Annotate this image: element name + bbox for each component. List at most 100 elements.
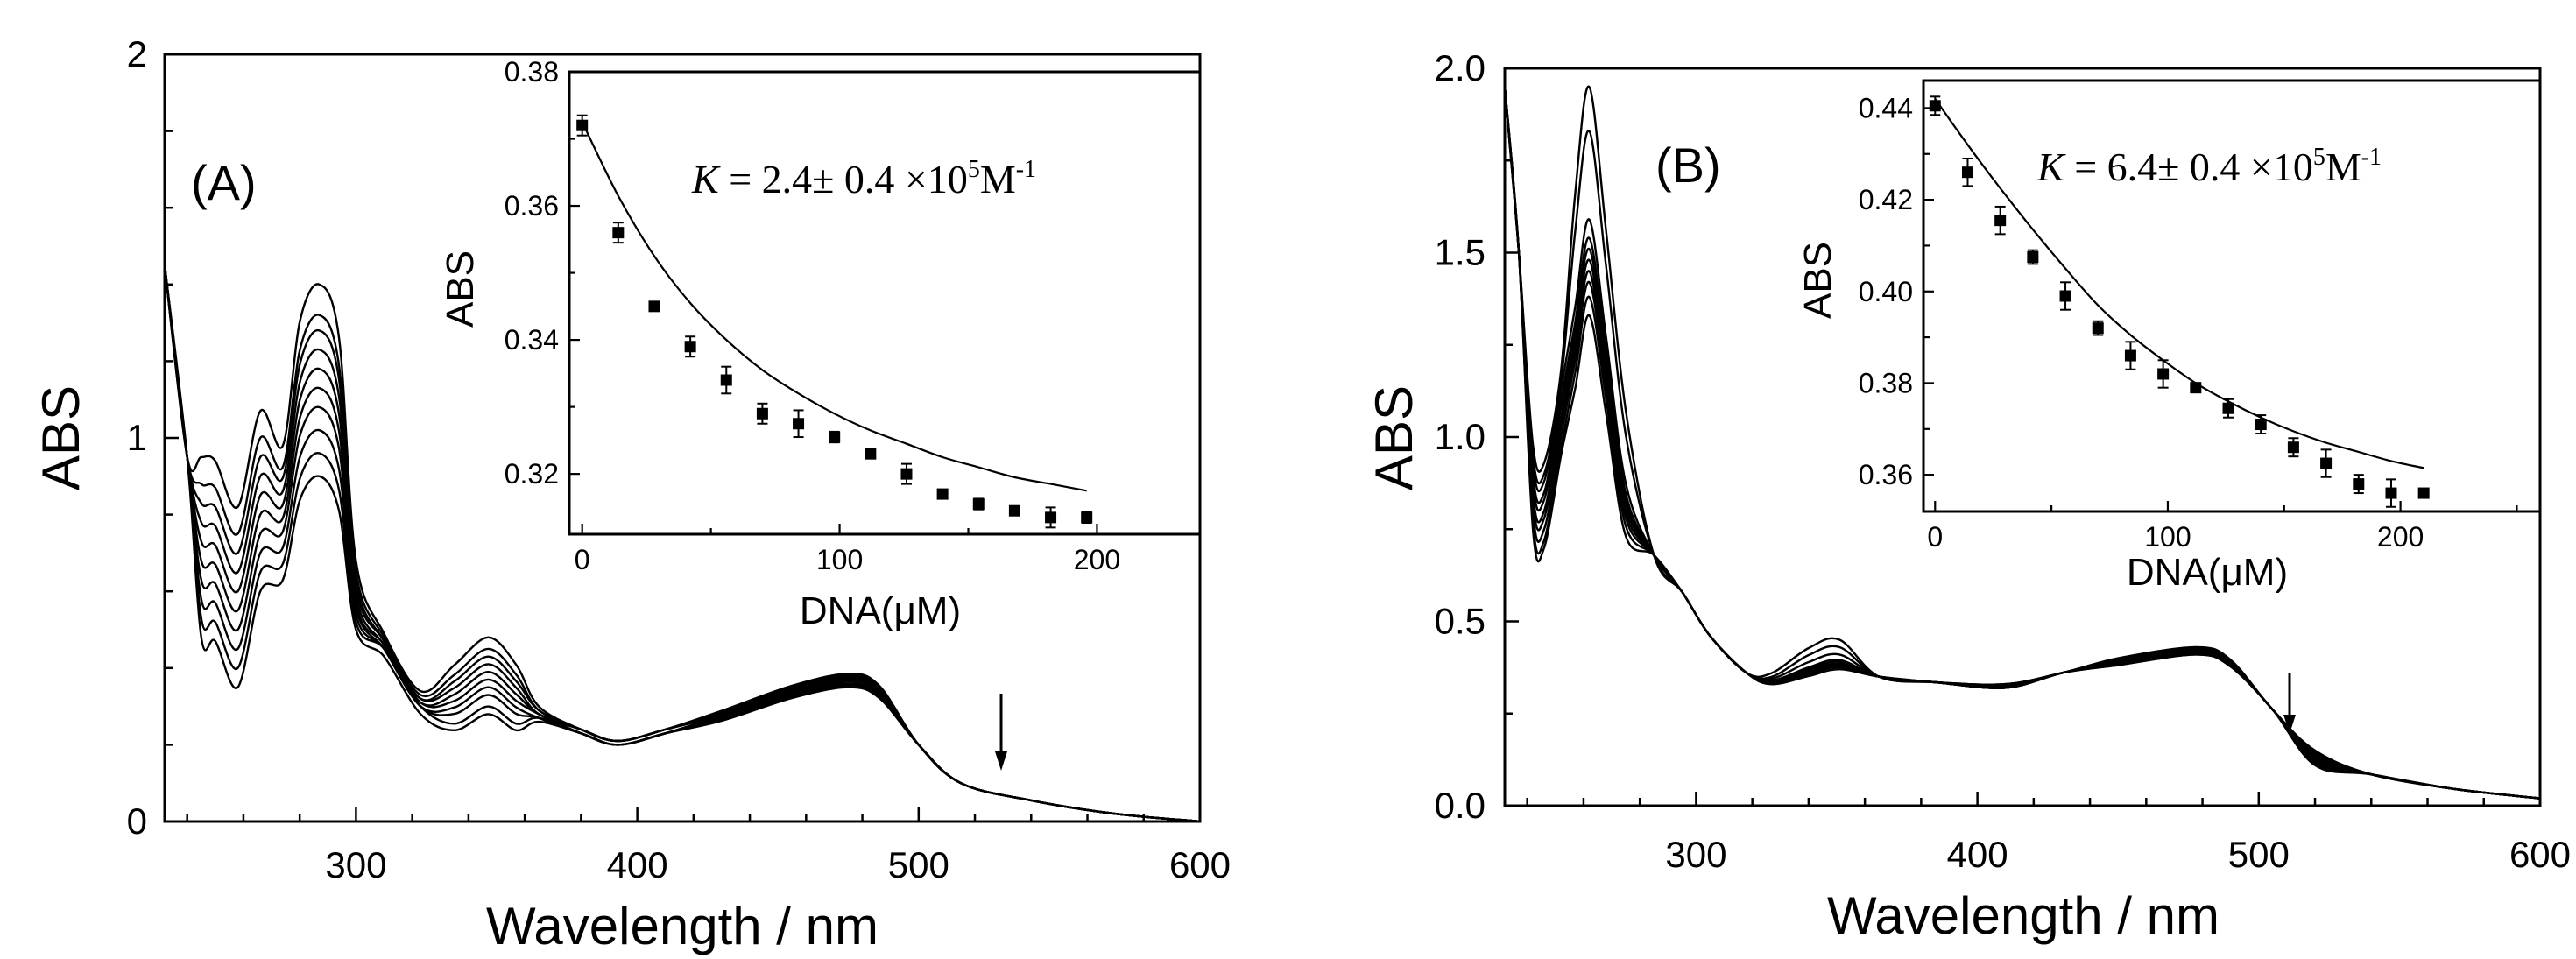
panel-a-square-marker <box>936 488 949 500</box>
panel-a-x-tick-label: 400 <box>607 844 668 885</box>
panel-a-square-marker <box>900 468 913 480</box>
panel-a-y-axis-title: ABS <box>32 385 90 490</box>
panel-b-k-value: = 6.4± 0.4 ×10 <box>2064 145 2313 189</box>
panel-b-inset-data-point <box>2385 478 2397 508</box>
panel-b-inset-y-ticks: 0.36 0.38 0.40 0.42 0.44 <box>1859 92 1934 490</box>
panel-b-inset-data-point <box>2320 448 2333 478</box>
panel-b-y-tick-label: 0.0 <box>1435 785 1486 826</box>
panel-a-inset-x-tick-label: 200 <box>1074 544 1120 575</box>
panel-b-inset-data-point <box>2222 398 2234 419</box>
panel-b-inset-x-ticks: 0 100 200 <box>1927 501 2518 553</box>
panel-a-x-tick-label: 600 <box>1169 844 1231 885</box>
panel-b-square-marker <box>2092 322 2104 335</box>
panel-a-square-marker <box>1008 504 1020 517</box>
panel-a-inset-x-title: DNA(μM) <box>800 589 961 632</box>
panel-b-y-axis-title: ABS <box>1365 385 1423 490</box>
panel-b-square-marker <box>1994 215 2007 227</box>
panel-a-k-symbol: K <box>691 157 721 201</box>
panel-b-inset-data-point <box>2124 341 2136 370</box>
panel-b-k-exponent: 5 <box>2313 144 2325 171</box>
panel-b-inset-data-point <box>2255 414 2267 435</box>
panel-a-inset: 0 100 200 0.32 0.34 0.36 0.38 DNA(μM) ABS K =… <box>439 56 1202 632</box>
panel-b-inset-x-title: DNA(μM) <box>2127 551 2288 594</box>
panel-b-x-tick-label: 300 <box>1665 834 1726 875</box>
panel-b-square-marker <box>2287 441 2299 454</box>
panel-b-square-marker <box>2222 402 2234 414</box>
panel-b-inset-y-tick-label: 0.44 <box>1859 92 1913 123</box>
panel-b-square-marker <box>2385 487 2397 499</box>
panel-a-inset-data-point <box>684 335 696 358</box>
panel-b-binding-constant: K = 6.4± 0.4 ×105M-1 <box>2036 144 2382 189</box>
panel-b-inset-points <box>1929 95 2430 508</box>
panel-b-inset-y-tick-label: 0.42 <box>1859 184 1913 215</box>
panel-a-inset-fit <box>581 121 1087 492</box>
panel-a-inset-data-point <box>1045 506 1057 529</box>
panel-b-square-marker <box>2255 419 2267 431</box>
panel-b-spectrum-line <box>1503 85 2541 800</box>
panel-b-inset: 0 100 200 0.36 0.38 0.40 0.42 0.44 DNA(μM) ABS… <box>1796 79 2542 594</box>
panel-b-spectra <box>1503 85 2541 800</box>
panel-a-inset-data-point <box>829 430 841 444</box>
panel-b-x-axis-title: Wavelength / nm <box>1827 886 2220 945</box>
panel-b-inset-data-point <box>2027 249 2039 265</box>
panel-b-y-tick-label: 1.0 <box>1435 416 1486 457</box>
panel-a-y-ticks: 0 1 2 <box>127 33 179 842</box>
panel-a-inset-data-point <box>1081 511 1093 524</box>
panel-a-inset-data-point <box>756 402 768 425</box>
panel-a-spectrum-line <box>163 264 1201 823</box>
panel-a-square-marker <box>793 418 805 430</box>
panel-b-square-marker <box>1961 166 1973 179</box>
panel-a-inset-x-tick-label: 0 <box>575 544 590 575</box>
panel-a-inset-y-ticks: 0.32 0.34 0.36 0.38 <box>505 56 580 490</box>
panel-b-inset-frame <box>1922 79 2542 513</box>
panel-a-inset-points <box>576 114 1093 529</box>
panel-b-y-tick-label: 1.5 <box>1435 232 1486 273</box>
panel-a-inset-data-point <box>865 448 877 460</box>
panel-b-square-marker <box>2124 349 2136 362</box>
panel-b-inset-data-point <box>1961 157 1973 187</box>
panel-a-k-value: = 2.4± 0.4 ×10 <box>719 157 968 201</box>
panel-b-arrow <box>2283 673 2296 734</box>
panel-a-square-marker <box>648 300 660 313</box>
panel-b-k-unit: M <box>2325 145 2361 189</box>
panel-a-inset-fit-curve <box>581 121 1087 492</box>
panel-b-inset-y-tick-label: 0.36 <box>1859 459 1913 490</box>
panel-a-inset-x-tick-label: 100 <box>816 544 863 575</box>
panel-b-inset-data-point <box>2157 359 2170 389</box>
panel-a-square-marker <box>576 119 589 131</box>
panel-b-inset-fit-curve <box>1934 98 2424 469</box>
panel-a-square-marker <box>1045 511 1057 524</box>
panel-b-square-marker <box>1929 100 1941 112</box>
panel-b-square-marker <box>2190 382 2202 394</box>
panel-a-square-marker <box>612 227 625 239</box>
panel-a-inset-y-tick-label: 0.34 <box>505 324 559 356</box>
panel-b-inset-data-point <box>1994 205 2007 236</box>
panel-b-y-ticks: 0.0 0.5 1.0 1.5 2.0 <box>1435 47 1519 826</box>
panel-a-inset-y-tick-label: 0.38 <box>505 56 559 88</box>
panel-a-inset-data-point <box>972 497 985 511</box>
panel-b-inset-y-tick-label: 0.38 <box>1859 367 1913 398</box>
panel-a-inset-data-point <box>900 462 913 485</box>
panel-b-x-ticks: 300 400 500 600 <box>1526 792 2571 875</box>
panel-b-y-tick-label: 0.5 <box>1435 601 1486 642</box>
panel-a-binding-constant: K = 2.4± 0.4 ×105M-1 <box>691 156 1036 201</box>
panel-a-inset-y-tick-label: 0.32 <box>505 458 559 490</box>
panel-a-k-exponent: 5 <box>968 156 980 183</box>
panel-b-square-marker <box>2059 290 2071 302</box>
panel-a-inset-data-point <box>576 114 589 137</box>
panel-b-y-tick-label: 2.0 <box>1435 47 1486 88</box>
panel-a-y-tick-label: 2 <box>127 33 147 74</box>
panel-b: 300 400 500 600 0.0 0.5 1.0 1.5 2.0 (B) Wavelen… <box>1365 47 2571 945</box>
panel-a-inset-data-point <box>936 488 949 500</box>
panel-b-inset-data-point <box>2417 487 2430 499</box>
panel-b-inset-data-point <box>2353 474 2365 495</box>
panel-b-square-marker <box>2157 368 2170 380</box>
panel-a-square-marker <box>829 431 841 443</box>
panel-a-inset-data-point <box>1008 504 1020 517</box>
panel-b-inset-data-point <box>2287 437 2299 458</box>
panel-a-inset-y-title: ABS <box>439 250 482 328</box>
panel-a-square-marker <box>720 374 732 386</box>
panel-a-x-tick-label: 500 <box>888 844 949 885</box>
panel-a-square-marker <box>756 407 768 420</box>
